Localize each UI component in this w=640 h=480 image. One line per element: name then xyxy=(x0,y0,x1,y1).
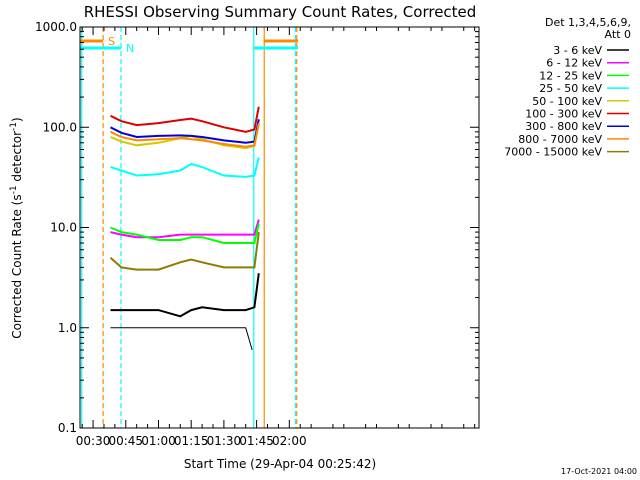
x-tick-label: 01:00 xyxy=(141,434,176,448)
series-line-800-7000-kev xyxy=(110,122,260,148)
legend-label-800-7000-kev: 800 - 7000 keV xyxy=(518,133,602,146)
legend-label-3-6-kev: 3 - 6 keV xyxy=(553,44,602,57)
y-axis-label: Corrected Count Rate (s-1 detector-1) xyxy=(9,117,24,338)
y-tick-label: 100.0 xyxy=(43,120,77,134)
plot-area: SN xyxy=(79,26,480,429)
y-tick-label: 1.0 xyxy=(58,321,77,335)
x-tick-label: 00:30 xyxy=(76,434,111,448)
y-tick-label: 0.1 xyxy=(58,421,77,435)
y-tick-label: 10.0 xyxy=(50,221,77,235)
series-line-300-800-kev xyxy=(110,119,260,144)
generated-timestamp: 17-Oct-2021 04:00 xyxy=(561,467,637,476)
legend-label-100-300-kev: 100 - 300 keV xyxy=(525,108,602,121)
y-tick-label: 1000.0 xyxy=(35,20,77,34)
legend-label-6-12-kev: 6 - 12 keV xyxy=(546,57,602,70)
series-line-12-25-kev xyxy=(110,223,260,244)
legend-label-25-50-kev: 25 - 50 keV xyxy=(539,82,602,95)
legend-label-12-25-kev: 12 - 25 keV xyxy=(539,69,602,82)
flag-bars: SN xyxy=(80,35,299,55)
legend-header-line-1: Det 1,3,4,5,6,9, xyxy=(545,16,631,29)
x-tick-label: 02:00 xyxy=(272,434,307,448)
plot-frame xyxy=(79,26,480,429)
flag-label-n: N xyxy=(126,42,134,55)
data-series xyxy=(109,106,260,351)
x-axis-label: Start Time (29-Apr-04 00:25:42) xyxy=(184,457,376,471)
x-tick-label: 01:30 xyxy=(207,434,242,448)
series-line-25-50-kev xyxy=(110,157,260,178)
x-tick-label: 01:15 xyxy=(174,434,209,448)
x-tick-label: 01:45 xyxy=(239,434,274,448)
series-line-7000-15000-kev xyxy=(109,231,260,271)
legend-label-300-800-kev: 300 - 800 keV xyxy=(525,120,602,133)
series-line-3-6-kev xyxy=(110,273,260,318)
chart-title: RHESSI Observing Summary Count Rates, Co… xyxy=(84,3,477,21)
legend-header-line-2: Att 0 xyxy=(605,28,631,41)
legend-label-7000-15000-kev: 7000 - 15000 keV xyxy=(504,146,602,159)
series-lower-limit-3-6-kev xyxy=(110,327,253,351)
x-tick-label: 00:45 xyxy=(108,434,143,448)
legend-label-50-100-kev: 50 - 100 keV xyxy=(532,95,602,108)
series-line-6-12-kev xyxy=(110,219,260,239)
y-axis: 0.1 1.0 10.0 100.0 1000.0 xyxy=(35,20,479,435)
series-line-100-300-kev xyxy=(110,106,260,133)
flag-label-s: S xyxy=(108,35,115,48)
time-markers xyxy=(81,27,298,428)
